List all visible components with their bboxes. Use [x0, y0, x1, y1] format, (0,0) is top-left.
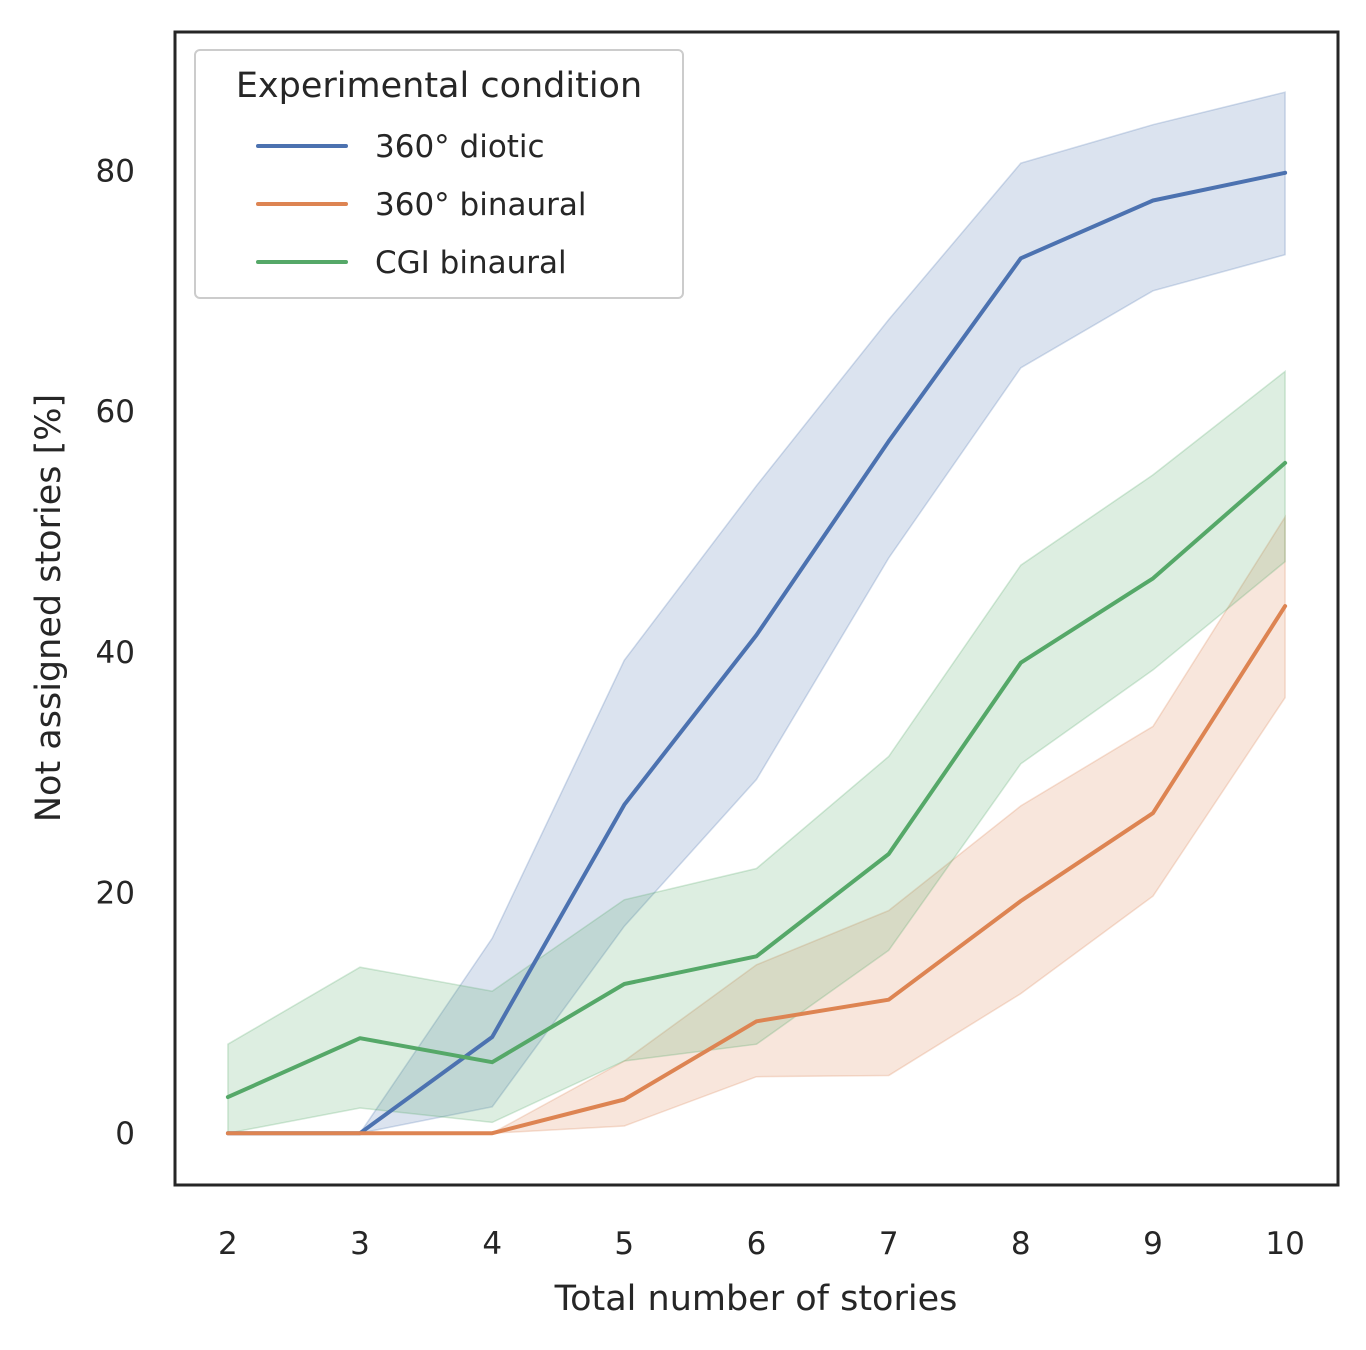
y-tick-label: 20 — [96, 876, 135, 912]
point-cgi-binaural-8 — [1019, 661, 1023, 665]
point-360-binaural-6 — [755, 1019, 759, 1023]
series-line-360-diotic — [225, 170, 1288, 1136]
x-axis-ticks: 2 3 4 5 6 7 8 9 10 — [218, 1226, 1305, 1262]
x-tick-label: 2 — [218, 1226, 238, 1262]
x-axis-label: Total number of stories — [554, 1279, 958, 1319]
point-cgi-binaural-7 — [887, 852, 891, 856]
point-360-binaural-4 — [490, 1131, 494, 1135]
legend: Experimental condition 360° diotic 360° b… — [194, 49, 684, 299]
x-tick-label: 4 — [482, 1226, 502, 1262]
x-tick-label: 10 — [1265, 1226, 1304, 1262]
point-cgi-binaural-4 — [490, 1060, 494, 1064]
legend-title: Experimental condition — [236, 66, 642, 106]
point-360-binaural-5 — [622, 1098, 626, 1102]
legend-items: 360° diotic 360° binaural CGI binaural — [256, 129, 586, 281]
y-tick-label: 80 — [96, 153, 135, 189]
legend-label-cgi-binaural: CGI binaural — [375, 245, 567, 281]
legend-label-360-binaural: 360° binaural — [375, 187, 586, 223]
point-cgi-binaural-2 — [226, 1095, 230, 1099]
x-tick-label: 5 — [614, 1226, 634, 1262]
x-tick-label: 3 — [350, 1226, 370, 1262]
point-cgi-binaural-5 — [622, 982, 626, 986]
series-lines — [225, 170, 1288, 1136]
y-tick-label: 60 — [96, 394, 135, 430]
series-line-360-binaural — [225, 604, 1288, 1136]
point-360-binaural-8 — [1019, 899, 1023, 903]
point-360-binaural-3 — [358, 1131, 362, 1135]
point-360-diotic-6 — [755, 633, 759, 637]
point-360-binaural-9 — [1151, 811, 1155, 815]
point-360-diotic-9 — [1151, 199, 1155, 203]
y-axis-label: Not assigned stories [%] — [29, 394, 69, 822]
x-tick-label: 8 — [1011, 1226, 1031, 1262]
point-360-diotic-10 — [1283, 171, 1287, 175]
point-cgi-binaural-3 — [358, 1036, 362, 1040]
point-360-diotic-4 — [490, 1035, 494, 1039]
point-360-diotic-5 — [622, 803, 626, 807]
series-line-cgi-binaural — [225, 460, 1288, 1100]
y-tick-label: 0 — [115, 1116, 135, 1152]
point-cgi-binaural-9 — [1151, 576, 1155, 580]
y-tick-label: 40 — [96, 635, 135, 671]
point-360-binaural-7 — [887, 998, 891, 1002]
point-360-diotic-8 — [1019, 256, 1023, 260]
x-tick-label: 9 — [1143, 1226, 1163, 1262]
legend-box — [194, 49, 684, 299]
legend-label-360-diotic: 360° diotic — [375, 129, 545, 165]
x-tick-label: 7 — [879, 1226, 899, 1262]
point-cgi-binaural-10 — [1283, 461, 1287, 465]
point-cgi-binaural-6 — [755, 954, 759, 958]
x-tick-label: 6 — [747, 1226, 767, 1262]
band-cgi-binaural — [227, 369, 1286, 1135]
point-360-diotic-7 — [887, 439, 891, 443]
point-360-binaural-10 — [1283, 604, 1287, 608]
plot-frame — [173, 30, 1340, 1187]
point-360-binaural-2 — [226, 1131, 230, 1135]
y-axis-ticks: 0 20 40 60 80 — [96, 153, 135, 1152]
